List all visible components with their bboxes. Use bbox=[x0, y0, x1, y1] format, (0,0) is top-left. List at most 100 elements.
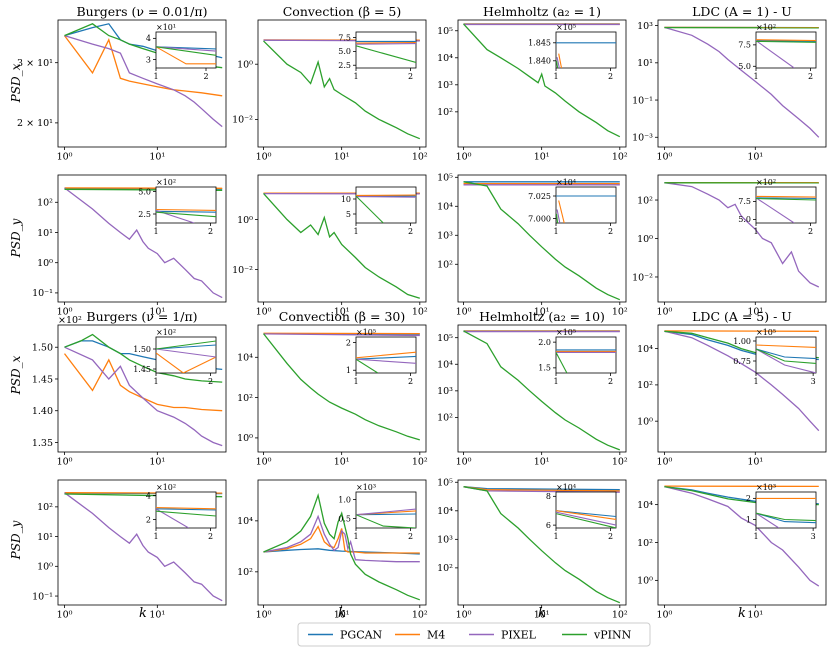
panel-r3c2-xtick-label-1: 10¹ bbox=[534, 610, 550, 621]
panel-r2c1-ytick-label-2: 10⁰ bbox=[237, 433, 253, 444]
inset-r0c2: 1 2 1.840 1.845 ×10⁵ bbox=[528, 23, 617, 81]
inset-r3c2-line-m4 bbox=[556, 510, 616, 520]
inset-r2c0-frame bbox=[155, 336, 217, 374]
panel-r1c2-ytick-label-1: 10⁴ bbox=[437, 202, 453, 213]
panel-r3c0-ytick-label-1: 10¹ bbox=[37, 532, 53, 543]
inset-r1c2-xtick-label-0: 1 bbox=[553, 227, 558, 236]
inset-r2c0-multiplier: ×10² bbox=[156, 328, 176, 337]
inset-r3c3-series-group bbox=[756, 497, 816, 528]
inset-r1c3-xtick-label-0: 1 bbox=[753, 227, 758, 236]
inset-r0c0-line-vpinn bbox=[156, 46, 216, 56]
inset-r2c3-xtick-label-1: 3 bbox=[811, 377, 816, 386]
inset-r2c0: 1 2 1.45 1.50 ×10² bbox=[133, 328, 217, 386]
panel-r0c3-line-pixel bbox=[664, 26, 820, 138]
inset-r3c0-multiplier: ×10² bbox=[156, 483, 176, 492]
panel-r1c0-line-pixel bbox=[64, 187, 223, 299]
inset-r1c0-ytick-label-0: 2.5 bbox=[138, 210, 151, 219]
inset-r2c3-series-group bbox=[756, 344, 816, 373]
inset-r0c2-line-vpinn bbox=[556, 60, 559, 68]
panel-r3c3-ytick-label-2: 10⁰ bbox=[637, 576, 653, 587]
inset-r0c2-frame bbox=[555, 31, 617, 69]
panel-r2c3-ytick-label-0: 10⁴ bbox=[637, 344, 653, 355]
inset-r3c0-line-pgcan bbox=[156, 508, 216, 511]
inset-r0c1-xtick-label-1: 2 bbox=[408, 72, 413, 81]
inset-r2c3-line-vpinn bbox=[756, 348, 816, 364]
panel-r2c1-xtick-label-1: 10¹ bbox=[334, 457, 350, 468]
inset-r1c3-line-pixel bbox=[756, 197, 795, 223]
inset-r0c0-line-pixel bbox=[156, 46, 216, 52]
panel-r2c1-series-group bbox=[262, 332, 420, 441]
panel-r0c0-ytick-label-1: 3 × 10¹ bbox=[17, 58, 53, 69]
inset-r3c2-multiplier: ×10⁴ bbox=[556, 483, 576, 492]
inset-r2c3-line-pgcan bbox=[756, 348, 816, 360]
panel-r0c1-title: Convection (β = 5) bbox=[283, 4, 402, 19]
inset-r2c3-ytick-label-0: 0.75 bbox=[733, 357, 751, 366]
panel-r2c0-multiplier: ×10² bbox=[58, 315, 82, 326]
panel-r2c0: 10⁰ 10¹ 1.50 1.45 1.40 1.35 ×10² Burgers (ν = 1… bbox=[32, 309, 227, 468]
inset-r3c0-ytick-label-1: 4 bbox=[146, 491, 151, 500]
panel-r0c3-ytick-label-0: 10³ bbox=[637, 21, 653, 32]
inset-r1c2-xtick-label-1: 2 bbox=[608, 227, 613, 236]
inset-r3c2-ytick-label-1: 8 bbox=[546, 492, 551, 501]
inset-r0c0-xtick-label-1: 2 bbox=[203, 72, 208, 81]
inset-r1c1: 1 2 5 10 bbox=[341, 186, 417, 236]
panel-r2c0-line-vpinn bbox=[64, 333, 223, 383]
inset-r2c2-frame bbox=[555, 336, 617, 374]
inset-r3c0-xtick-label-1: 2 bbox=[208, 532, 213, 541]
inset-r0c1-line-vpinn bbox=[356, 45, 416, 64]
inset-r0c1-line-m4 bbox=[356, 41, 416, 44]
inset-r2c2-ytick-label-1: 2.0 bbox=[538, 338, 551, 347]
inset-r1c3-line-m4 bbox=[756, 195, 816, 198]
inset-r1c3-xtick-label-1: 2 bbox=[808, 227, 813, 236]
inset-r2c3-line-pixel bbox=[756, 348, 816, 373]
inset-r0c2-ytick-label-1: 1.845 bbox=[528, 39, 551, 48]
panel-r0c1-ytick-label-0: 10⁰ bbox=[237, 60, 253, 71]
inset-r2c1-xtick-label-1: 2 bbox=[408, 377, 413, 386]
panel-r0c2-line-vpinn bbox=[463, 23, 621, 138]
inset-r3c3-ytick-label-1: 2 bbox=[746, 494, 751, 503]
panel-r2c2: 10⁰ 10¹ 10² 10⁵ 10⁴ 10³ 10² Helmholtz (a₂ = 10)… bbox=[437, 309, 628, 468]
inset-r0c3-line-m4 bbox=[756, 39, 816, 42]
inset-r2c1-line-m4 bbox=[356, 351, 416, 359]
inset-r1c1-series-group bbox=[356, 194, 416, 223]
inset-r0c3-xtick-label-0: 1 bbox=[753, 72, 758, 81]
panel-r0c2-ytick-label-2: 10³ bbox=[437, 80, 453, 91]
panel-r0c1-line-vpinn bbox=[263, 40, 421, 140]
inset-r3c1-line-pixel bbox=[356, 508, 416, 516]
panel-r3c0-line-pixel bbox=[64, 492, 223, 602]
inset-r2c2-multiplier: ×10⁵ bbox=[556, 328, 576, 337]
panel-r3c2-xtick-label-0: 10⁰ bbox=[456, 610, 472, 621]
panel-r2c2-ytick-label-2: 10³ bbox=[437, 386, 453, 397]
inset-r1c3-ytick-label-1: 7.5 bbox=[738, 197, 751, 206]
panel-r2c2-ytick-label-0: 10⁵ bbox=[437, 333, 453, 344]
panel-r1c2-ytick-label-3: 10² bbox=[437, 260, 453, 271]
inset-r3c0-xtick-label-0: 1 bbox=[153, 532, 158, 541]
panel-r2c1-ytick-label-1: 10² bbox=[237, 393, 253, 404]
panel-r2c0-ytick-label-2: 1.40 bbox=[32, 406, 53, 417]
panel-r1c1-xtick-label-1: 10¹ bbox=[334, 307, 350, 318]
inset-r2c1-xtick-label-0: 1 bbox=[353, 377, 358, 386]
panel-r2c3-xtick-label-1: 10¹ bbox=[747, 457, 763, 468]
panel-r3c1-xtick-label-0: 10⁰ bbox=[256, 610, 272, 621]
panel-r3c3-xtick-label-0: 10⁰ bbox=[656, 610, 672, 621]
panel-r2c0-ytick-label-3: 1.35 bbox=[32, 438, 53, 449]
inset-r2c0-ytick-label-0: 1.45 bbox=[133, 365, 151, 374]
panel-r2c1-title: Convection (β = 30) bbox=[279, 309, 405, 324]
inset-r2c0-xtick-label-0: 1 bbox=[153, 377, 158, 386]
inset-r1c0-line-m4 bbox=[156, 208, 216, 211]
x-label-col3: k bbox=[738, 606, 746, 621]
inset-r1c3-series-group bbox=[756, 195, 816, 223]
panel-r0c3: 10⁰ 10¹ 10³ 10¹ 10⁻¹ 10⁻³ LDC (A = 1) - U 1 2 5.0… bbox=[632, 4, 827, 163]
panel-r1c1-ytick-label-0: 10⁰ bbox=[237, 215, 253, 226]
inset-r3c3-xtick-label-1: 3 bbox=[811, 532, 816, 541]
panel-r2c0-ytick-label-1: 1.45 bbox=[32, 374, 53, 385]
inset-r1c0-xtick-label-1: 2 bbox=[208, 227, 213, 236]
panel-r3c1: 10⁰ 10¹ 10² 10⁴ 10² 1 2 0.5 1.0 ×10³ bbox=[237, 479, 428, 621]
panel-r0c2-title: Helmholtz (a₂ = 1) bbox=[483, 4, 601, 19]
inset-r0c1-line-pixel bbox=[356, 43, 416, 45]
row-label-1: PSD_y bbox=[9, 218, 23, 258]
inset-r0c1: 1 2 2.5 5.0 7.5 bbox=[338, 31, 417, 81]
inset-r1c2-ytick-label-0: 7.000 bbox=[528, 214, 551, 223]
panel-r0c3-ytick-label-3: 10⁻³ bbox=[632, 133, 653, 144]
